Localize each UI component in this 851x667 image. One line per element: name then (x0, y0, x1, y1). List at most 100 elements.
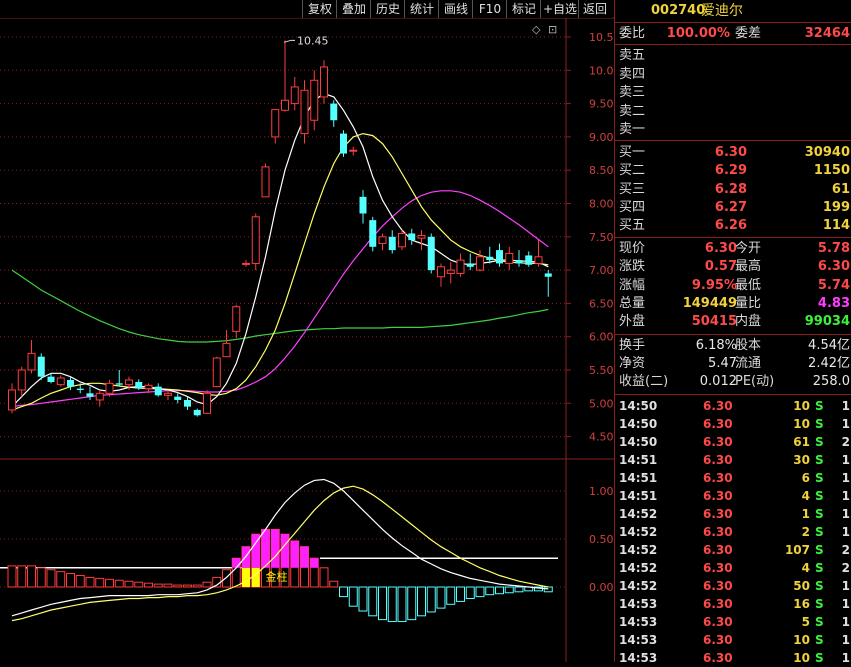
stat-value: 50415 (691, 314, 737, 330)
macd-bar-32 (319, 567, 329, 588)
buy-row-3: 买四 6.27 199 (615, 199, 851, 217)
toolbar-btn-0[interactable]: 复权 (302, 0, 337, 18)
stat-label-2: 量比 (735, 295, 762, 311)
candle-body-55 (544, 273, 552, 277)
tick-row-1: 14:50 6.30 10 S 1 (615, 415, 851, 433)
tick-row-11: 14:53 6.30 16 S 1 (615, 595, 851, 613)
candle-9 (95, 389, 104, 407)
tick-count: 1 (841, 399, 850, 413)
macd-bar-37 (368, 586, 378, 617)
sell-row-3: 卖二 (615, 103, 851, 121)
candle-body-47 (466, 263, 474, 267)
macd-gold-label: 金柱 (266, 569, 288, 583)
candle-body-39 (388, 236, 396, 251)
kline-chart[interactable]: 金柱 10.50 10.00 9.50 9.00 8.50 8.00 7.50 7.00 6.5… (0, 0, 614, 662)
toolbar-btn-6[interactable]: 标记 (506, 0, 541, 18)
weibi-row: 委比 100.00% 委差 32464 (615, 25, 851, 43)
tick-time: 14:53 (619, 615, 658, 629)
stat-row-0: 现价 6.30 今开 5.78 (615, 240, 851, 258)
candle-53 (525, 251, 533, 267)
tick-volume: 107 (784, 543, 810, 557)
weicha-label: 委差 (735, 26, 762, 41)
macd-purple-25 (251, 534, 260, 568)
candle-body-19 (193, 409, 201, 416)
candle-38 (378, 233, 387, 251)
candle-5 (56, 375, 65, 387)
macd-bar-6 (66, 573, 75, 588)
macd-bar-9 (95, 577, 105, 588)
candle-55 (544, 270, 552, 297)
info-value: 5.47 (708, 356, 737, 371)
candle-body-26 (261, 166, 270, 198)
candle-14 (144, 383, 153, 394)
candle-body-24 (242, 262, 250, 265)
tick-price: 6.30 (703, 489, 733, 503)
candle-42 (417, 230, 426, 251)
macd-bar-8 (85, 576, 95, 588)
toolbar-btn-7[interactable]: +自选 (540, 0, 579, 18)
tick-side: S (815, 615, 824, 629)
tick-side: S (815, 651, 824, 665)
tick-price: 6.30 (703, 543, 733, 557)
candle-1 (17, 366, 26, 397)
macd-purple-31 (310, 558, 319, 568)
buy-row-2: 买三 6.28 61 (615, 181, 851, 199)
macd-bar-19 (192, 584, 202, 588)
stat-row-1: 涨跌 0.57 最高 6.30 (615, 258, 851, 276)
toolbar-btn-8[interactable]: 返回 (578, 0, 611, 18)
tick-price: 6.30 (703, 525, 733, 539)
price-tick-2: 9.50 (589, 98, 614, 111)
candle-17 (174, 393, 182, 404)
toolbar-btn-2[interactable]: 历史 (370, 0, 405, 18)
tick-side: S (815, 597, 824, 611)
macd-bar-46 (456, 586, 465, 602)
candle-body-11 (115, 383, 123, 385)
candle-body-2 (27, 352, 36, 371)
tick-side: S (815, 435, 824, 449)
corner-icon: ⊡ (548, 23, 557, 36)
macd-tick-0: 1.00 (589, 485, 614, 498)
macd-bar-14 (144, 582, 153, 588)
tick-count: 1 (841, 507, 850, 521)
tick-volume: 6 (801, 471, 810, 485)
candle-23 (232, 304, 241, 339)
candle-body-30 (300, 89, 309, 135)
price-tick-5: 8.00 (589, 198, 614, 211)
tick-count: 1 (841, 489, 850, 503)
macd-bar-2 (27, 565, 36, 588)
candle-body-10 (105, 382, 114, 394)
candlesticks (8, 40, 552, 417)
price-tick-12: 4.50 (589, 431, 614, 444)
stock-name: 爱迪尔 (701, 3, 743, 19)
candle-body-32 (320, 66, 328, 98)
info-value-2: 2.42亿 (808, 356, 850, 371)
toolbar-btn-3[interactable]: 统计 (404, 0, 439, 18)
macd-bar-49 (485, 586, 495, 596)
macd-tick-1: 0.50 (589, 533, 614, 546)
tick-volume: 4 (801, 489, 810, 503)
candle-body-35 (349, 149, 358, 152)
sell-label: 卖二 (619, 103, 646, 119)
candle-32 (320, 60, 328, 104)
ma10-line (11, 132, 549, 411)
candle-body-43 (427, 236, 435, 271)
toolbar-btn-4[interactable]: 画线 (438, 0, 473, 18)
candle-body-54 (534, 256, 543, 264)
toolbar-btn-5[interactable]: F10 (472, 0, 507, 18)
macd-purple-27 (271, 529, 280, 568)
weibi-value: 100.00% (666, 26, 730, 41)
macd-purple-30 (300, 546, 309, 568)
macd-bar-20 (202, 581, 212, 588)
macd-bar-13 (134, 581, 144, 588)
tick-side: S (815, 399, 824, 413)
tick-time: 14:51 (619, 453, 658, 467)
stock-header: 002740 爱迪尔 (615, 0, 851, 22)
info-label: 换手 (619, 338, 646, 353)
tick-row-6: 14:52 6.30 1 S 1 (615, 505, 851, 523)
toolbar-btn-1[interactable]: 叠加 (336, 0, 371, 18)
info-row-2: 收益(二) 0.012 PE(动) 258.0 (615, 373, 851, 391)
candle-body-28 (281, 99, 289, 111)
buy-row-1: 买二 6.29 1150 (615, 162, 851, 180)
candle-body-17 (174, 396, 182, 400)
sell-label: 卖一 (619, 122, 646, 137)
